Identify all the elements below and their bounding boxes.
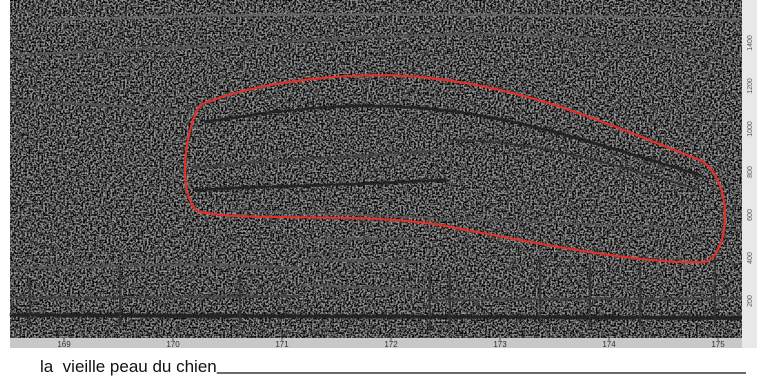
spectrogram-noise [10, 0, 742, 338]
x-tick-label: 172 [384, 340, 398, 349]
x-tick-label: 173 [493, 340, 507, 349]
x-axis: 169 170 171 172 173 174 175 [57, 338, 725, 349]
x-tick-label: 174 [602, 340, 616, 349]
y-tick-label: 200 [747, 295, 754, 307]
spectrogram [10, 0, 757, 348]
y-tick-label: 1000 [747, 121, 754, 137]
y-tick-label: 800 [747, 166, 754, 178]
x-tick-label: 170 [166, 340, 180, 349]
y-tick-label: 1400 [747, 35, 754, 51]
highlight-outline [183, 74, 727, 264]
x-axis-bar [10, 338, 742, 348]
y-tick-label: 1200 [747, 78, 754, 94]
y-tick-label: 400 [747, 252, 754, 264]
x-tick-label: 175 [711, 340, 725, 349]
x-tick-label: 171 [275, 340, 289, 349]
y-axis: 200 400 600 800 1000 1200 1400 [747, 35, 754, 307]
y-tick-label: 600 [747, 209, 754, 221]
formant-traces [10, 13, 744, 331]
caption: la vieille peau du chien [40, 357, 217, 376]
x-tick-label: 169 [57, 340, 71, 349]
y-axis-bar [742, 0, 757, 348]
